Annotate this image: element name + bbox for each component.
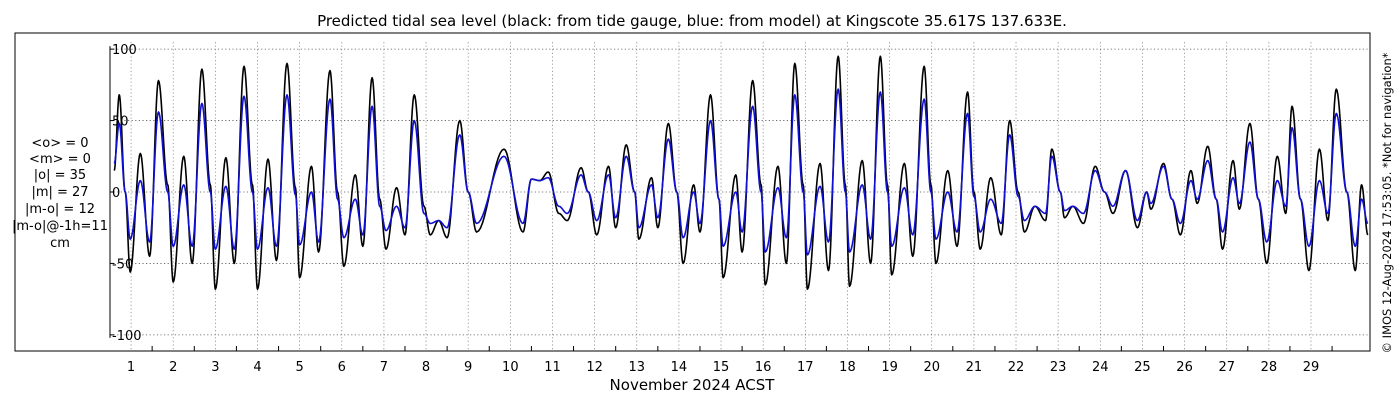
stat-abs-diff: |m-o| = 12: [25, 202, 95, 217]
grid-lines: [110, 42, 1370, 350]
series-group: [113, 55, 1369, 290]
y-axis: 100 50 0 -50 -100: [109, 43, 142, 344]
y-tick-label: -50: [112, 257, 133, 272]
stats-panel: <o> = 0 <m> = 0 |o| = 35 |m| = 27 |m-o| …: [12, 136, 108, 251]
x-tick-label: 22: [1008, 360, 1025, 375]
x-tick-label: 23: [1050, 360, 1067, 375]
chart-title: Predicted tidal sea level (black: from t…: [317, 12, 1067, 30]
x-tick-label: 19: [881, 360, 898, 375]
x-tick-label: 12: [586, 360, 603, 375]
x-tick-label: 2: [169, 360, 177, 375]
series-line-gauge: [113, 55, 1369, 290]
x-tick-label: 18: [839, 360, 856, 375]
y-tick-label: 0: [112, 186, 120, 201]
copyright-notice: © IMOS 12-Aug-2024 17:53:05. *Not for na…: [1380, 52, 1394, 353]
x-tick-label: 10: [502, 360, 519, 375]
x-tick-label: 8: [422, 360, 430, 375]
x-tick-label: 15: [713, 360, 730, 375]
x-tick-label: 24: [1092, 360, 1109, 375]
stat-mean-model: <m> = 0: [29, 152, 91, 167]
stat-mean-observed: <o> = 0: [31, 136, 88, 151]
y-tick-label: 100: [112, 43, 137, 58]
x-tick-label: 16: [755, 360, 772, 375]
x-tick-label: 27: [1218, 360, 1235, 375]
x-tick-label: 13: [628, 360, 645, 375]
y-tick-label: 50: [112, 115, 129, 130]
x-tick-label: 7: [380, 360, 388, 375]
x-axis: 1 2 3 4 5 6 7 8 9 10 11 12 13 14 15 16 17 18 19 20 21 22 23 24 2…: [127, 346, 1333, 375]
x-tick-label: 5: [295, 360, 303, 375]
x-tick-label: 14: [671, 360, 688, 375]
x-tick-label: 21: [966, 360, 983, 375]
x-tick-label: 25: [1134, 360, 1151, 375]
stat-unit: cm: [50, 236, 70, 251]
stat-abs-diff-lag: |m-o|@-1h=11: [12, 219, 108, 234]
y-tick-label: -100: [112, 329, 142, 344]
stat-abs-observed: |o| = 35: [34, 168, 86, 183]
outer-frame: [14, 32, 1371, 352]
series-line-model: [113, 88, 1369, 256]
x-tick-label: 3: [211, 360, 219, 375]
x-tick-label: 6: [338, 360, 346, 375]
x-tick-label: 28: [1261, 360, 1278, 375]
x-tick-label: 20: [923, 360, 940, 375]
x-tick-label: 17: [797, 360, 814, 375]
x-tick-label: 9: [464, 360, 472, 375]
stat-abs-model: |m| = 27: [31, 185, 88, 200]
x-axis-label: November 2024 ACST: [610, 376, 776, 394]
x-tick-label: 11: [544, 360, 561, 375]
x-tick-label: 29: [1303, 360, 1320, 375]
x-tick-label: 26: [1176, 360, 1193, 375]
x-tick-label: 1: [127, 360, 135, 375]
x-tick-label: 4: [253, 360, 261, 375]
